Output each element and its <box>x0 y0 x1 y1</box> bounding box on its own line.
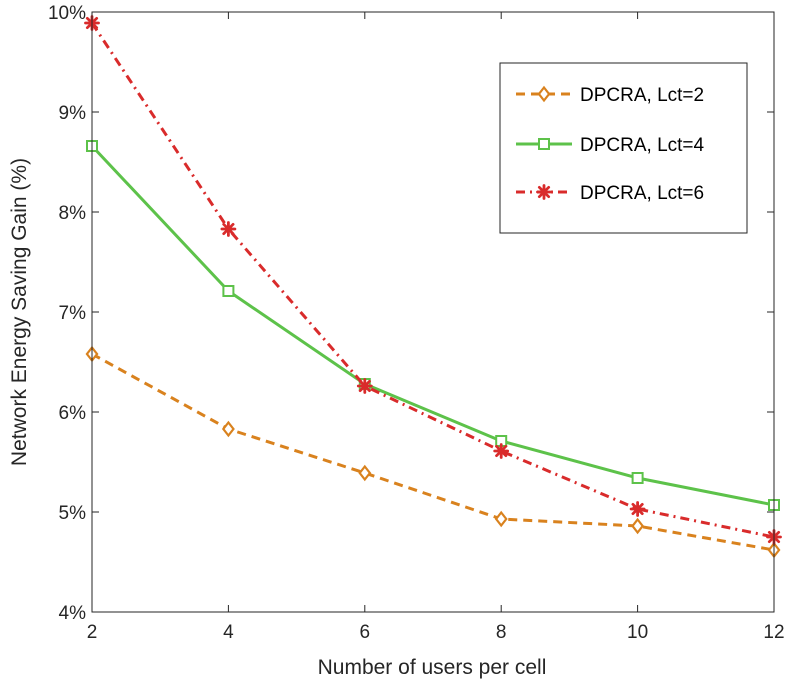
x-tick-label: 10 <box>627 622 648 643</box>
legend-label: DPCRA, Lct=4 <box>580 135 705 156</box>
data-point <box>493 443 510 459</box>
data-point <box>358 464 372 482</box>
y-tick-label: 5% <box>59 503 87 524</box>
y-tick-label: 8% <box>59 203 87 224</box>
axes-layer: 2 4 6 8 10 12 4% 5% 6% 7% 8% 9% 10% <box>48 3 785 643</box>
data-point <box>494 510 508 528</box>
x-tick-label: 2 <box>87 622 98 643</box>
series-layer <box>84 15 782 559</box>
series-line <box>91 352 775 552</box>
data-point <box>629 501 646 517</box>
series-1 <box>85 345 781 559</box>
y-tick-label: 10% <box>48 3 86 24</box>
x-tick-label: 12 <box>763 622 784 643</box>
x-tick-label: 8 <box>496 622 507 643</box>
legend-entry-1: DPCRA, Lct=2 <box>516 85 704 106</box>
y-tick-label: 6% <box>59 403 87 424</box>
data-point <box>221 420 235 438</box>
x-axis-label: Number of users per cell <box>318 656 547 679</box>
legend-label: DPCRA, Lct=6 <box>580 183 704 204</box>
series-line <box>90 144 775 507</box>
y-tick-label: 7% <box>59 303 87 324</box>
y-axis-label: Network Energy Saving Gain (%) <box>8 158 31 466</box>
data-point <box>222 285 235 297</box>
data-point <box>356 378 373 394</box>
legend-label: DPCRA, Lct=2 <box>580 85 704 106</box>
legend-marker <box>536 184 552 200</box>
series-line <box>90 22 775 539</box>
data-point <box>631 472 644 484</box>
y-tick-label: 9% <box>59 103 87 124</box>
legend-marker <box>538 138 550 150</box>
legend: DPCRA, Lct=2 DPCRA, Lct=4 DPCRA, Lct=6 <box>499 62 748 234</box>
y-tick-label: 4% <box>59 603 87 624</box>
data-point <box>220 221 237 237</box>
legend-marker <box>537 85 551 103</box>
data-point <box>631 517 645 535</box>
legend-entry-3: DPCRA, Lct=6 <box>516 183 704 204</box>
x-tick-label: 4 <box>223 622 234 643</box>
x-tick-label: 6 <box>360 622 371 643</box>
legend-entry-2: DPCRA, Lct=4 <box>516 135 705 156</box>
